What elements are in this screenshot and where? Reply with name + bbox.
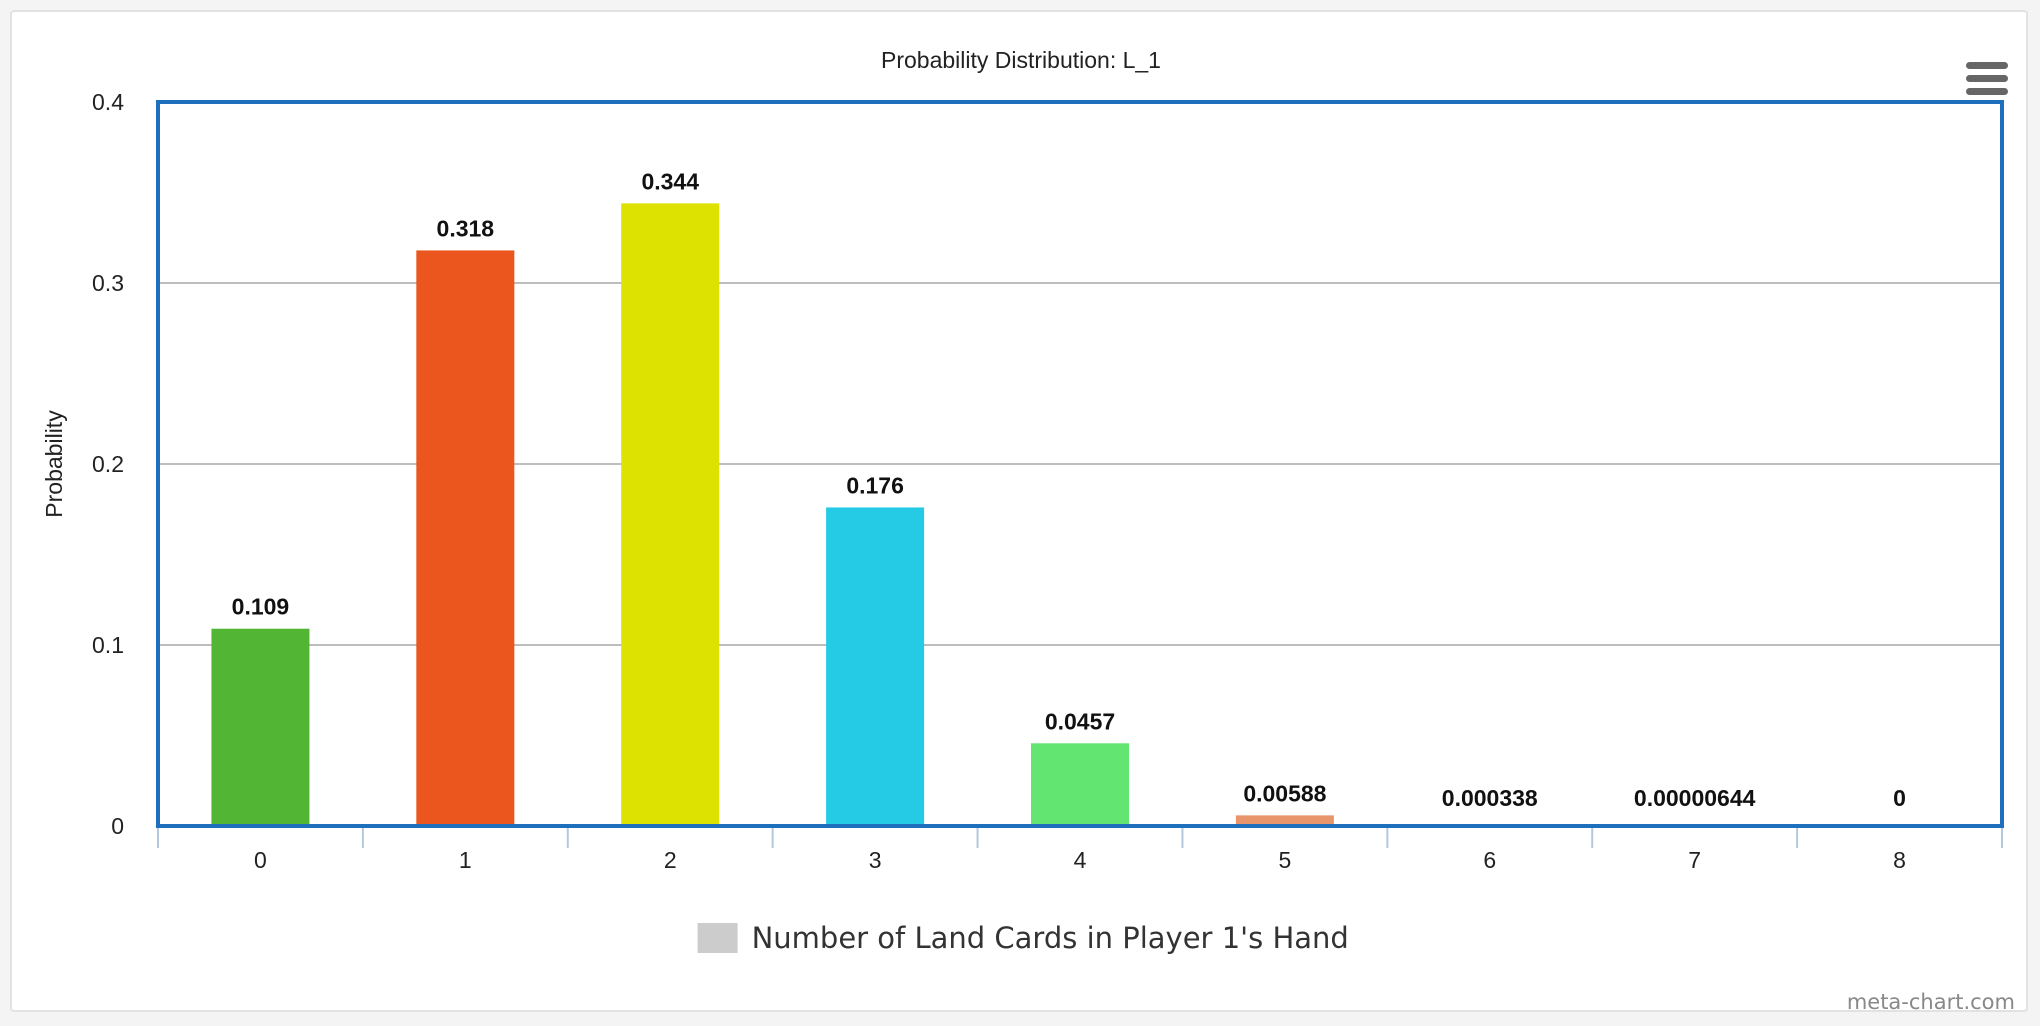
legend-swatch[interactable]	[697, 923, 738, 953]
bar[interactable]	[1031, 743, 1129, 826]
y-axis-label: Probability	[41, 410, 67, 518]
y-tick-label: 0.3	[92, 270, 124, 296]
data-label: 0.318	[437, 215, 495, 241]
chart-title: Probability Distribution: L_1	[881, 47, 1161, 73]
x-tick-label: 2	[664, 847, 677, 873]
data-label: 0.109	[232, 594, 290, 620]
x-tick-label: 1	[459, 847, 472, 873]
y-tick-label: 0.4	[92, 89, 124, 115]
y-tick-label: 0.2	[92, 451, 124, 477]
y-tick-label: 0	[111, 813, 124, 839]
hamburger-menu-icon[interactable]	[1964, 62, 2010, 98]
data-label: 0.0457	[1045, 708, 1115, 734]
y-tick-label: 0.1	[92, 632, 124, 658]
x-tick-label: 7	[1688, 847, 1701, 873]
x-tick-label: 6	[1483, 847, 1496, 873]
plot-area-border	[156, 100, 2004, 828]
x-tick-label: 4	[1074, 847, 1087, 873]
bar[interactable]	[211, 628, 310, 826]
bar[interactable]	[826, 507, 925, 826]
bar-chart: Probability Distribution: L_1 0 0.1 0.2 0.3 0…	[41, 47, 2004, 955]
data-label: 0.00000644	[1634, 785, 1756, 811]
chart-container: Probability Distribution: L_1 0 0.1 0.2 0.3 0…	[10, 10, 2028, 1014]
x-tick-label: 0	[254, 847, 267, 873]
bar[interactable]	[1235, 815, 1334, 826]
data-label: 0.000338	[1442, 785, 1538, 811]
data-label: 0.344	[641, 168, 699, 194]
x-tick-label: 3	[869, 847, 882, 873]
data-label: 0.00588	[1243, 780, 1326, 806]
data-label: 0.176	[846, 472, 904, 498]
x-tick-label: 8	[1893, 847, 1906, 873]
legend-label: Number of Land Cards in Player 1's Hand	[752, 921, 1349, 955]
x-tick-label: 5	[1278, 847, 1291, 873]
data-label: 0	[1893, 785, 1906, 811]
bar[interactable]	[621, 203, 720, 827]
credit-text: meta-chart.com	[1846, 990, 2015, 1014]
bar[interactable]	[416, 250, 515, 827]
